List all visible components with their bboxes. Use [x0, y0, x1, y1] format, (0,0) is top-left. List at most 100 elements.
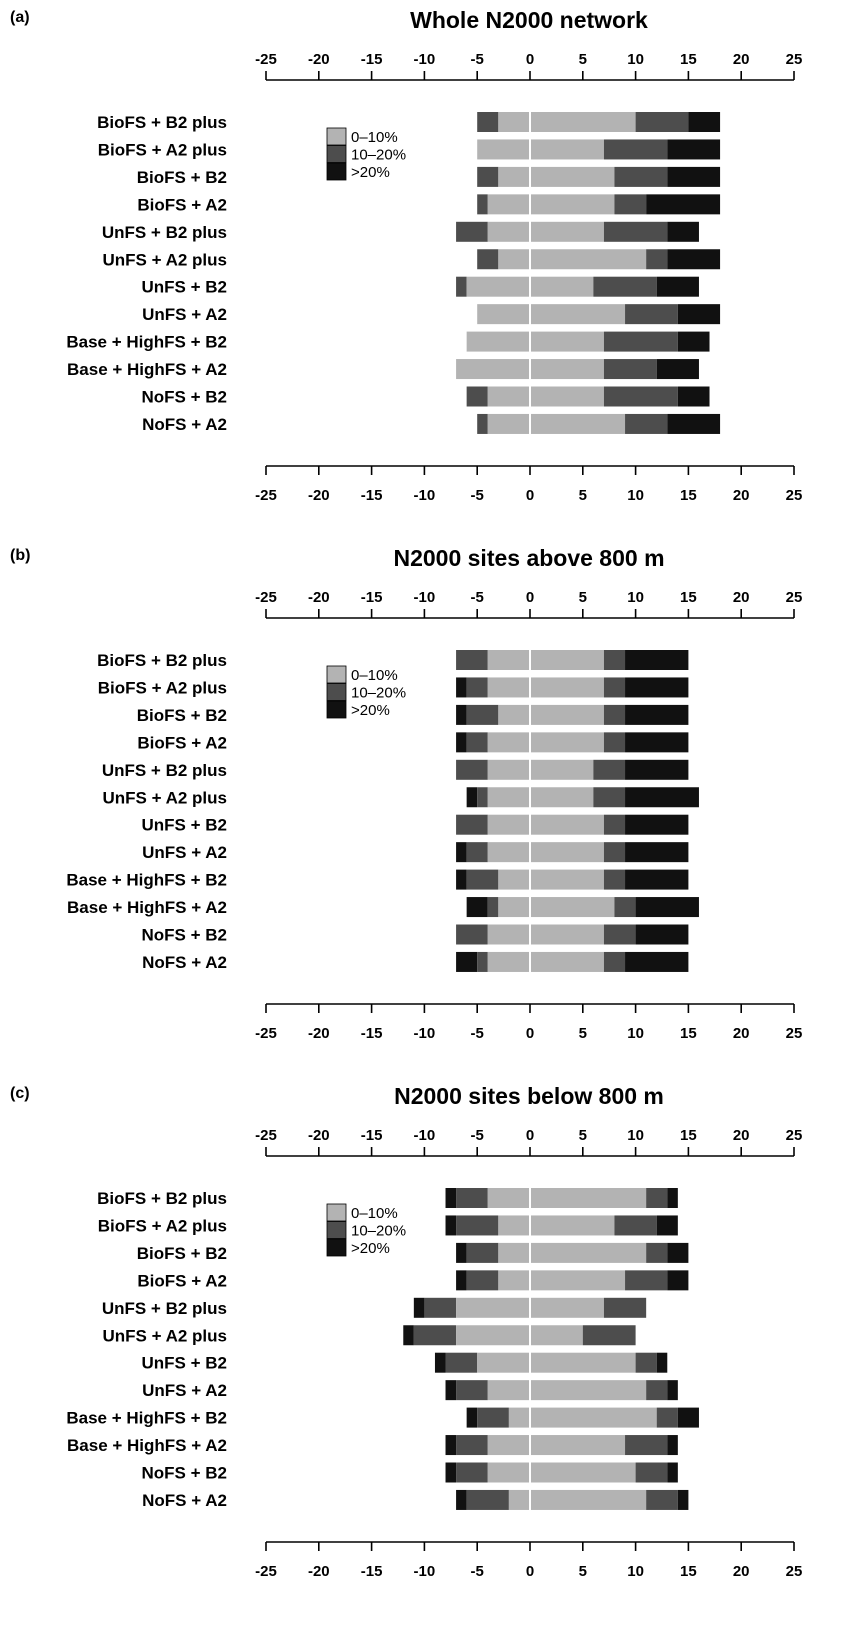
- category-label: UnFS + B2 plus: [102, 223, 227, 242]
- bar-neg-segment-1: [487, 386, 530, 407]
- bottom-tick-label: 10: [627, 487, 644, 504]
- top-tick-label: -10: [414, 51, 436, 68]
- top-tick-label: -25: [255, 589, 277, 606]
- bar-neg-segment-1: [487, 1435, 530, 1456]
- bar-pos-segment-3: [656, 1215, 678, 1236]
- bar-pos-segment-3: [625, 704, 689, 725]
- bar-neg-segment-1: [477, 1352, 530, 1373]
- bar-pos-segment-1: [530, 897, 615, 918]
- top-tick-label: 0: [526, 1127, 534, 1144]
- bar-pos-segment-2: [603, 386, 678, 407]
- bar-neg-segment-1: [456, 1297, 530, 1318]
- bar-pos-segment-1: [530, 276, 594, 297]
- category-label: NoFS + B2: [142, 388, 228, 407]
- bar-neg-segment-1: [487, 221, 530, 242]
- bar-pos-segment-1: [530, 924, 604, 945]
- panel-label: (b): [10, 547, 30, 564]
- bar-pos-segment-2: [614, 897, 636, 918]
- category-label: Base + HighFS + B2: [66, 333, 227, 352]
- bar-pos-segment-2: [625, 1270, 668, 1291]
- top-tick-label: -5: [471, 1127, 484, 1144]
- bar-neg-segment-1: [498, 249, 530, 270]
- category-label: UnFS + A2: [142, 1381, 227, 1400]
- top-tick-label: 5: [579, 51, 587, 68]
- category-label: NoFS + A2: [142, 953, 227, 972]
- bar-neg-segment-1: [487, 951, 530, 972]
- bar-neg-segment-1: [498, 166, 530, 187]
- bar-pos-segment-1: [530, 787, 594, 808]
- bar-pos-segment-1: [530, 1215, 615, 1236]
- bar-pos-segment-3: [667, 249, 721, 270]
- top-tick-label: 20: [733, 1127, 750, 1144]
- bar-neg-segment-2: [456, 759, 488, 780]
- bar-neg-segment-1: [477, 304, 530, 325]
- top-tick-label: -10: [414, 589, 436, 606]
- category-label: UnFS + B2: [142, 278, 228, 297]
- bar-pos-segment-2: [635, 112, 689, 132]
- bar-neg-segment-3: [456, 869, 467, 890]
- chart-panel-1: (a) Whole N2000 network -25 -20 -15 -10 -5 0 5 10…: [10, 7, 802, 504]
- bar-pos-segment-3: [625, 869, 689, 890]
- category-label: BioFS + B2: [137, 1244, 227, 1263]
- bottom-tick-label: 0: [526, 487, 534, 504]
- bottom-tick-label: -25: [255, 1025, 277, 1042]
- bar-pos-segment-1: [530, 1297, 604, 1318]
- bar-neg-segment-1: [487, 814, 530, 835]
- bar-neg-segment-2: [424, 1297, 457, 1318]
- bottom-tick-label: -15: [361, 487, 383, 504]
- bar-pos-segment-1: [530, 842, 604, 863]
- bar-pos-segment-2: [625, 304, 678, 325]
- category-label: UnFS + B2: [142, 816, 228, 835]
- bar-pos-segment-3: [667, 1462, 678, 1483]
- bar-neg-segment-1: [487, 1380, 530, 1401]
- bar-pos-segment-2: [603, 677, 626, 698]
- bar-pos-segment-2: [656, 1407, 678, 1428]
- bar-pos-segment-2: [603, 869, 626, 890]
- bar-neg-segment-1: [487, 677, 530, 698]
- bar-neg-segment-2: [456, 924, 488, 945]
- bar-pos-segment-2: [603, 221, 668, 242]
- bar-neg-segment-1: [498, 1242, 530, 1263]
- panel-title: N2000 sites above 800 m: [393, 545, 664, 571]
- bar-pos-segment-2: [603, 924, 636, 945]
- bar-pos-segment-2: [625, 413, 668, 434]
- legend-label: >20%: [351, 164, 390, 181]
- category-label: Base + HighFS + A2: [67, 360, 227, 379]
- bar-pos-segment-3: [667, 166, 721, 187]
- bar-pos-segment-3: [625, 677, 689, 698]
- bar-neg-segment-3: [456, 1489, 467, 1510]
- bar-neg-segment-1: [498, 1270, 530, 1291]
- bar-pos-segment-3: [667, 139, 721, 160]
- top-tick-label: 15: [680, 589, 697, 606]
- bar-neg-segment-3: [445, 1215, 457, 1236]
- legend-swatch-3: [326, 162, 347, 181]
- bar-neg-segment-2: [413, 1325, 457, 1346]
- bar-neg-segment-2: [456, 814, 488, 835]
- bar-neg-segment-3: [466, 897, 488, 918]
- bar-pos-segment-3: [667, 1435, 678, 1456]
- category-label: NoFS + B2: [142, 1464, 228, 1483]
- bar-pos-segment-2: [646, 249, 668, 270]
- top-tick-label: -25: [255, 51, 277, 68]
- bar-pos-segment-1: [530, 359, 604, 380]
- bottom-tick-label: -25: [255, 1563, 277, 1580]
- top-tick-label: -15: [361, 589, 383, 606]
- bar-pos-segment-2: [603, 732, 626, 753]
- bar-neg-segment-3: [466, 787, 478, 808]
- bar-neg-segment-2: [477, 112, 499, 132]
- bar-pos-segment-1: [530, 1489, 647, 1510]
- bar-pos-segment-1: [530, 650, 604, 670]
- category-label: UnFS + A2 plus: [102, 788, 227, 807]
- bar-neg-segment-1: [466, 276, 530, 297]
- bar-pos-segment-1: [530, 1270, 626, 1291]
- category-label: BioFS + A2 plus: [98, 678, 227, 697]
- bar-neg-segment-2: [466, 1242, 499, 1263]
- bar-neg-segment-2: [466, 704, 499, 725]
- bar-pos-segment-3: [656, 1352, 668, 1373]
- bar-pos-segment-1: [530, 677, 604, 698]
- bar-pos-segment-2: [646, 1380, 668, 1401]
- bottom-tick-label: 20: [733, 1025, 750, 1042]
- legend-swatch-3: [326, 700, 347, 719]
- bar-pos-segment-1: [530, 1242, 647, 1263]
